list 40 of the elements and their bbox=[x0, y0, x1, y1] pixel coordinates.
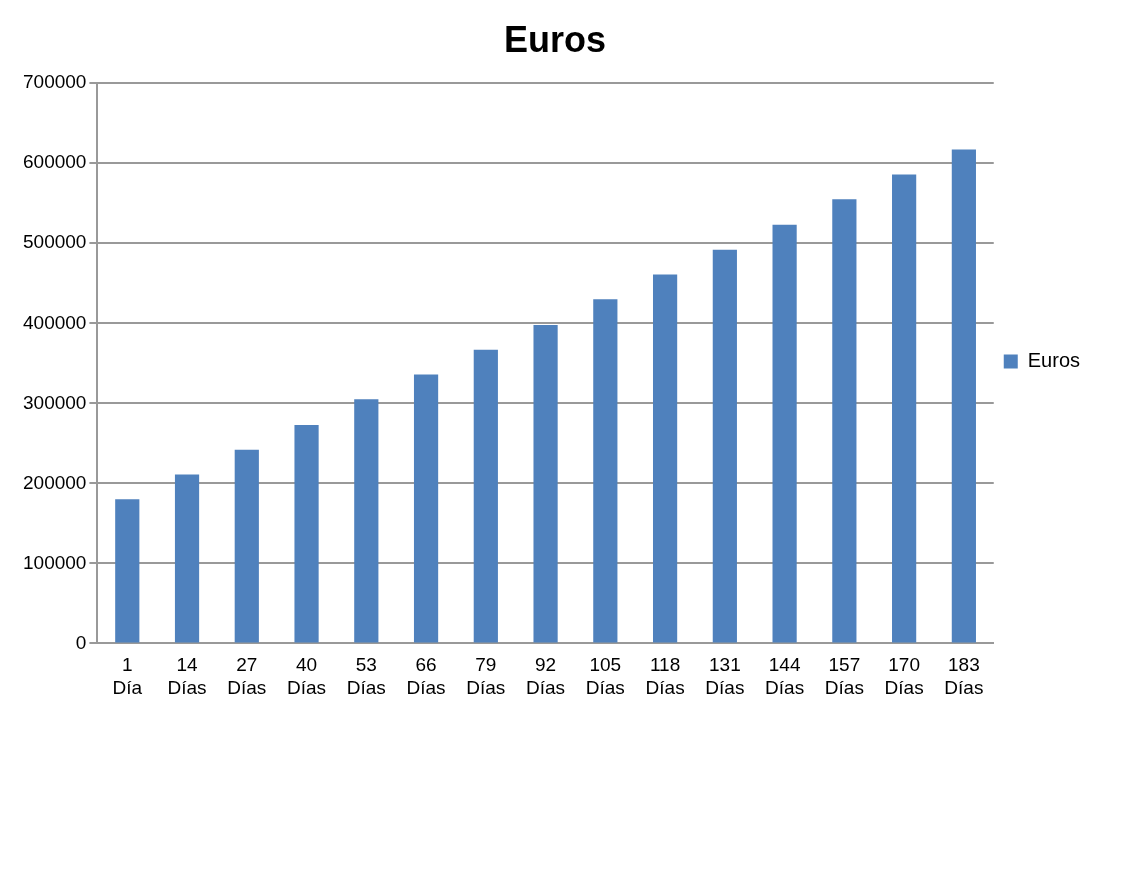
bar bbox=[354, 399, 379, 643]
x-tick-label: 105 Días bbox=[585, 654, 625, 698]
bar bbox=[115, 499, 140, 643]
bar bbox=[652, 274, 678, 643]
y-tick-label: 600000 bbox=[23, 151, 87, 173]
x-tick-label: 1 Día bbox=[112, 654, 143, 698]
bar bbox=[234, 449, 259, 643]
y-tick-label: 700000 bbox=[23, 71, 87, 93]
x-tick-label: 40 Días bbox=[287, 654, 327, 698]
x-tick-label: 14 Días bbox=[167, 654, 207, 698]
x-tick-label: 183 Días bbox=[944, 654, 984, 698]
y-tick-label: 100000 bbox=[23, 551, 87, 573]
x-tick-label: 79 Días bbox=[466, 654, 506, 698]
bar bbox=[832, 199, 857, 643]
bar bbox=[294, 424, 319, 643]
x-tick-label: 92 Días bbox=[526, 654, 566, 698]
x-tick-label: 53 Días bbox=[346, 654, 386, 698]
y-tick-label: 400000 bbox=[23, 311, 87, 333]
y-tick-label: 300000 bbox=[23, 391, 87, 413]
bar bbox=[174, 474, 200, 643]
x-tick-label: 118 Días bbox=[645, 654, 685, 698]
bar bbox=[892, 174, 917, 643]
chart-title: Euros bbox=[503, 18, 607, 60]
x-tick-label: 170 Días bbox=[884, 654, 924, 698]
legend-label: Euros bbox=[1027, 349, 1080, 372]
y-tick-label: 500000 bbox=[23, 231, 87, 253]
bar bbox=[712, 249, 737, 643]
bar bbox=[473, 349, 498, 643]
x-tick-label: 157 Días bbox=[824, 654, 864, 698]
bar bbox=[951, 149, 976, 643]
bar bbox=[593, 299, 618, 643]
x-tick-label: 131 Días bbox=[705, 654, 745, 698]
x-tick-label: 27 Días bbox=[227, 654, 267, 698]
bar bbox=[533, 324, 558, 643]
x-tick-label: 66 Días bbox=[406, 654, 446, 698]
bar bbox=[413, 374, 439, 643]
bar bbox=[772, 224, 797, 643]
x-tick-label: 144 Días bbox=[765, 654, 805, 698]
y-tick-label: 0 bbox=[75, 631, 87, 653]
y-tick-label: 200000 bbox=[23, 471, 87, 493]
